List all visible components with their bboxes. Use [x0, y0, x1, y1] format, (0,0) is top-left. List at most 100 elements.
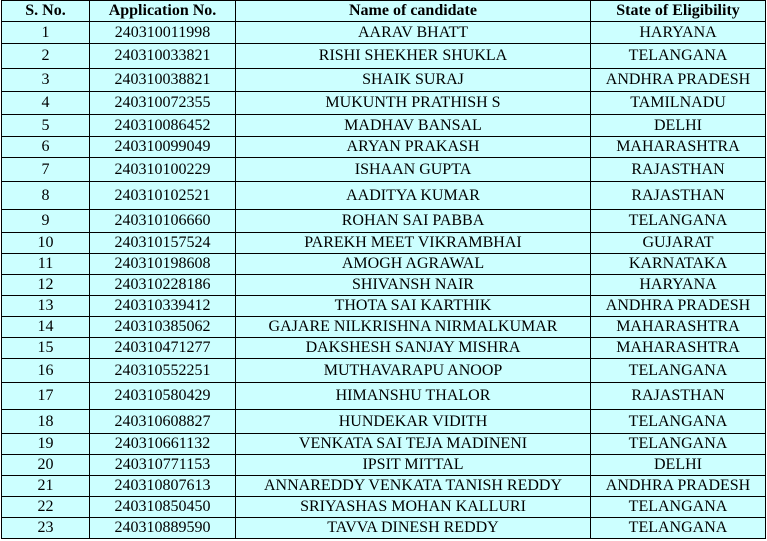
cell-application-no: 240310471277 [89, 337, 236, 359]
cell-state: RAJASTHAN [590, 181, 766, 210]
table-row: 4 240310072355 MUKUNTH PRATHISH S TAMILNADU [1, 91, 766, 115]
cell-state: RAJASTHAN [590, 157, 766, 182]
table-row: 10 240310157524 PAREKH MEET VIKRAMBHAI GUJA… [1, 232, 766, 254]
cell-state: ANDHRA PRADESH [590, 475, 766, 497]
cell-serial-no: 14 [1, 316, 90, 338]
cell-serial-no: 16 [1, 358, 90, 383]
table-row: 5 240310086452 MADHAV BANSAL DELHI [1, 114, 766, 137]
cell-application-no: 240310033821 [89, 43, 236, 69]
cell-state: GUJARAT [590, 232, 766, 254]
table-row: 7 240310100229 ISHAAN GUPTA RAJASTHAN [1, 157, 766, 182]
table-row: 19 240310661132 VENKATA SAI TEJA MADINENI T… [1, 433, 766, 455]
cell-state: HARYANA [590, 21, 766, 44]
cell-candidate-name: SRIYASHAS MOHAN KALLURI [235, 496, 591, 518]
cell-serial-no: 17 [1, 382, 90, 410]
cell-candidate-name: HUNDEKAR VIDITH [235, 409, 591, 434]
table-row: 8 240310102521 AADITYA KUMAR RAJASTHAN [1, 181, 766, 210]
table-row: 6 240310099049 ARYAN PRAKASH MAHARASHTRA [1, 136, 766, 158]
cell-serial-no: 6 [1, 136, 90, 158]
header-application-no: Application No. [89, 0, 236, 22]
cell-serial-no: 2 [1, 43, 90, 69]
cell-candidate-name: MUTHAVARAPU ANOOP [235, 358, 591, 383]
cell-state: DELHI [590, 454, 766, 476]
cell-serial-no: 12 [1, 274, 90, 296]
cell-candidate-name: VENKATA SAI TEJA MADINENI [235, 433, 591, 455]
cell-application-no: 240310889590 [89, 517, 236, 539]
cell-application-no: 240310608827 [89, 409, 236, 434]
cell-application-no: 240310661132 [89, 433, 236, 455]
cell-candidate-name: ISHAAN GUPTA [235, 157, 591, 182]
cell-application-no: 240310807613 [89, 475, 236, 497]
header-row: S. No. Application No. Name of candidate… [1, 0, 766, 22]
table-row: 15 240310471277 DAKSHESH SANJAY MISHRA MAHA… [1, 337, 766, 359]
cell-application-no: 240310100229 [89, 157, 236, 182]
table-row: 14 240310385062 GAJARE NILKRISHNA NIRMALKU… [1, 316, 766, 338]
cell-candidate-name: AMOGH AGRAWAL [235, 253, 591, 275]
cell-application-no: 240310771153 [89, 454, 236, 476]
cell-serial-no: 21 [1, 475, 90, 497]
cell-application-no: 240310072355 [89, 91, 236, 115]
cell-candidate-name: MUKUNTH PRATHISH S [235, 91, 591, 115]
cell-state: MAHARASHTRA [590, 316, 766, 338]
cell-application-no: 240310850450 [89, 496, 236, 518]
cell-application-no: 240310198608 [89, 253, 236, 275]
cell-application-no: 240310552251 [89, 358, 236, 383]
cell-serial-no: 8 [1, 181, 90, 210]
cell-serial-no: 20 [1, 454, 90, 476]
cell-application-no: 240310157524 [89, 232, 236, 254]
cell-candidate-name: GAJARE NILKRISHNA NIRMALKUMAR [235, 316, 591, 338]
cell-candidate-name: AARAV BHATT [235, 21, 591, 44]
cell-state: TELANGANA [590, 517, 766, 539]
cell-application-no: 240310086452 [89, 114, 236, 137]
table-row: 17 240310580429 HIMANSHU THALOR RAJASTHAN [1, 382, 766, 410]
header-serial-no: S. No. [1, 0, 90, 22]
cell-application-no: 240310580429 [89, 382, 236, 410]
cell-candidate-name: ARYAN PRAKASH [235, 136, 591, 158]
cell-candidate-name: SHIVANSH NAIR [235, 274, 591, 296]
cell-application-no: 240310106660 [89, 209, 236, 233]
cell-application-no: 240310038821 [89, 68, 236, 92]
cell-candidate-name: AADITYA KUMAR [235, 181, 591, 210]
table-row: 20 240310771153 IPSIT MITTAL DELHI [1, 454, 766, 476]
cell-application-no: 240310099049 [89, 136, 236, 158]
cell-serial-no: 15 [1, 337, 90, 359]
cell-application-no: 240310385062 [89, 316, 236, 338]
table-row: 9 240310106660 ROHAN SAI PABBA TELANGANA [1, 209, 766, 233]
cell-state: KARNATAKA [590, 253, 766, 275]
cell-serial-no: 13 [1, 295, 90, 317]
cell-state: TELANGANA [590, 433, 766, 455]
cell-candidate-name: MADHAV BANSAL [235, 114, 591, 137]
cell-serial-no: 22 [1, 496, 90, 518]
table-row: 12 240310228186 SHIVANSH NAIR HARYANA [1, 274, 766, 296]
cell-serial-no: 10 [1, 232, 90, 254]
table-row: 1 240310011998 AARAV BHATT HARYANA [1, 21, 766, 44]
table-row: 23 240310889590 TAVVA DINESH REDDY TELANGAN… [1, 517, 766, 539]
cell-application-no: 240310011998 [89, 21, 236, 44]
cell-state: TAMILNADU [590, 91, 766, 115]
table-row: 3 240310038821 SHAIK SURAJ ANDHRA PRADESH [1, 68, 766, 92]
cell-state: HARYANA [590, 274, 766, 296]
table-row: 22 240310850450 SRIYASHAS MOHAN KALLURI TEL… [1, 496, 766, 518]
cell-state: TELANGANA [590, 409, 766, 434]
cell-state: RAJASTHAN [590, 382, 766, 410]
cell-serial-no: 7 [1, 157, 90, 182]
cell-application-no: 240310228186 [89, 274, 236, 296]
cell-state: TELANGANA [590, 358, 766, 383]
cell-serial-no: 9 [1, 209, 90, 233]
cell-candidate-name: IPSIT MITTAL [235, 454, 591, 476]
cell-serial-no: 5 [1, 114, 90, 137]
cell-state: DELHI [590, 114, 766, 137]
cell-serial-no: 18 [1, 409, 90, 434]
cell-state: TELANGANA [590, 496, 766, 518]
cell-serial-no: 11 [1, 253, 90, 275]
cell-state: MAHARASHTRA [590, 337, 766, 359]
cell-state: ANDHRA PRADESH [590, 295, 766, 317]
cell-serial-no: 1 [1, 21, 90, 44]
header-candidate-name: Name of candidate [235, 0, 591, 22]
table-row: 21 240310807613 ANNAREDDY VENKATA TANISH R… [1, 475, 766, 497]
cell-candidate-name: PAREKH MEET VIKRAMBHAI [235, 232, 591, 254]
cell-candidate-name: ROHAN SAI PABBA [235, 209, 591, 233]
cell-application-no: 240310102521 [89, 181, 236, 210]
cell-candidate-name: TAVVA DINESH REDDY [235, 517, 591, 539]
